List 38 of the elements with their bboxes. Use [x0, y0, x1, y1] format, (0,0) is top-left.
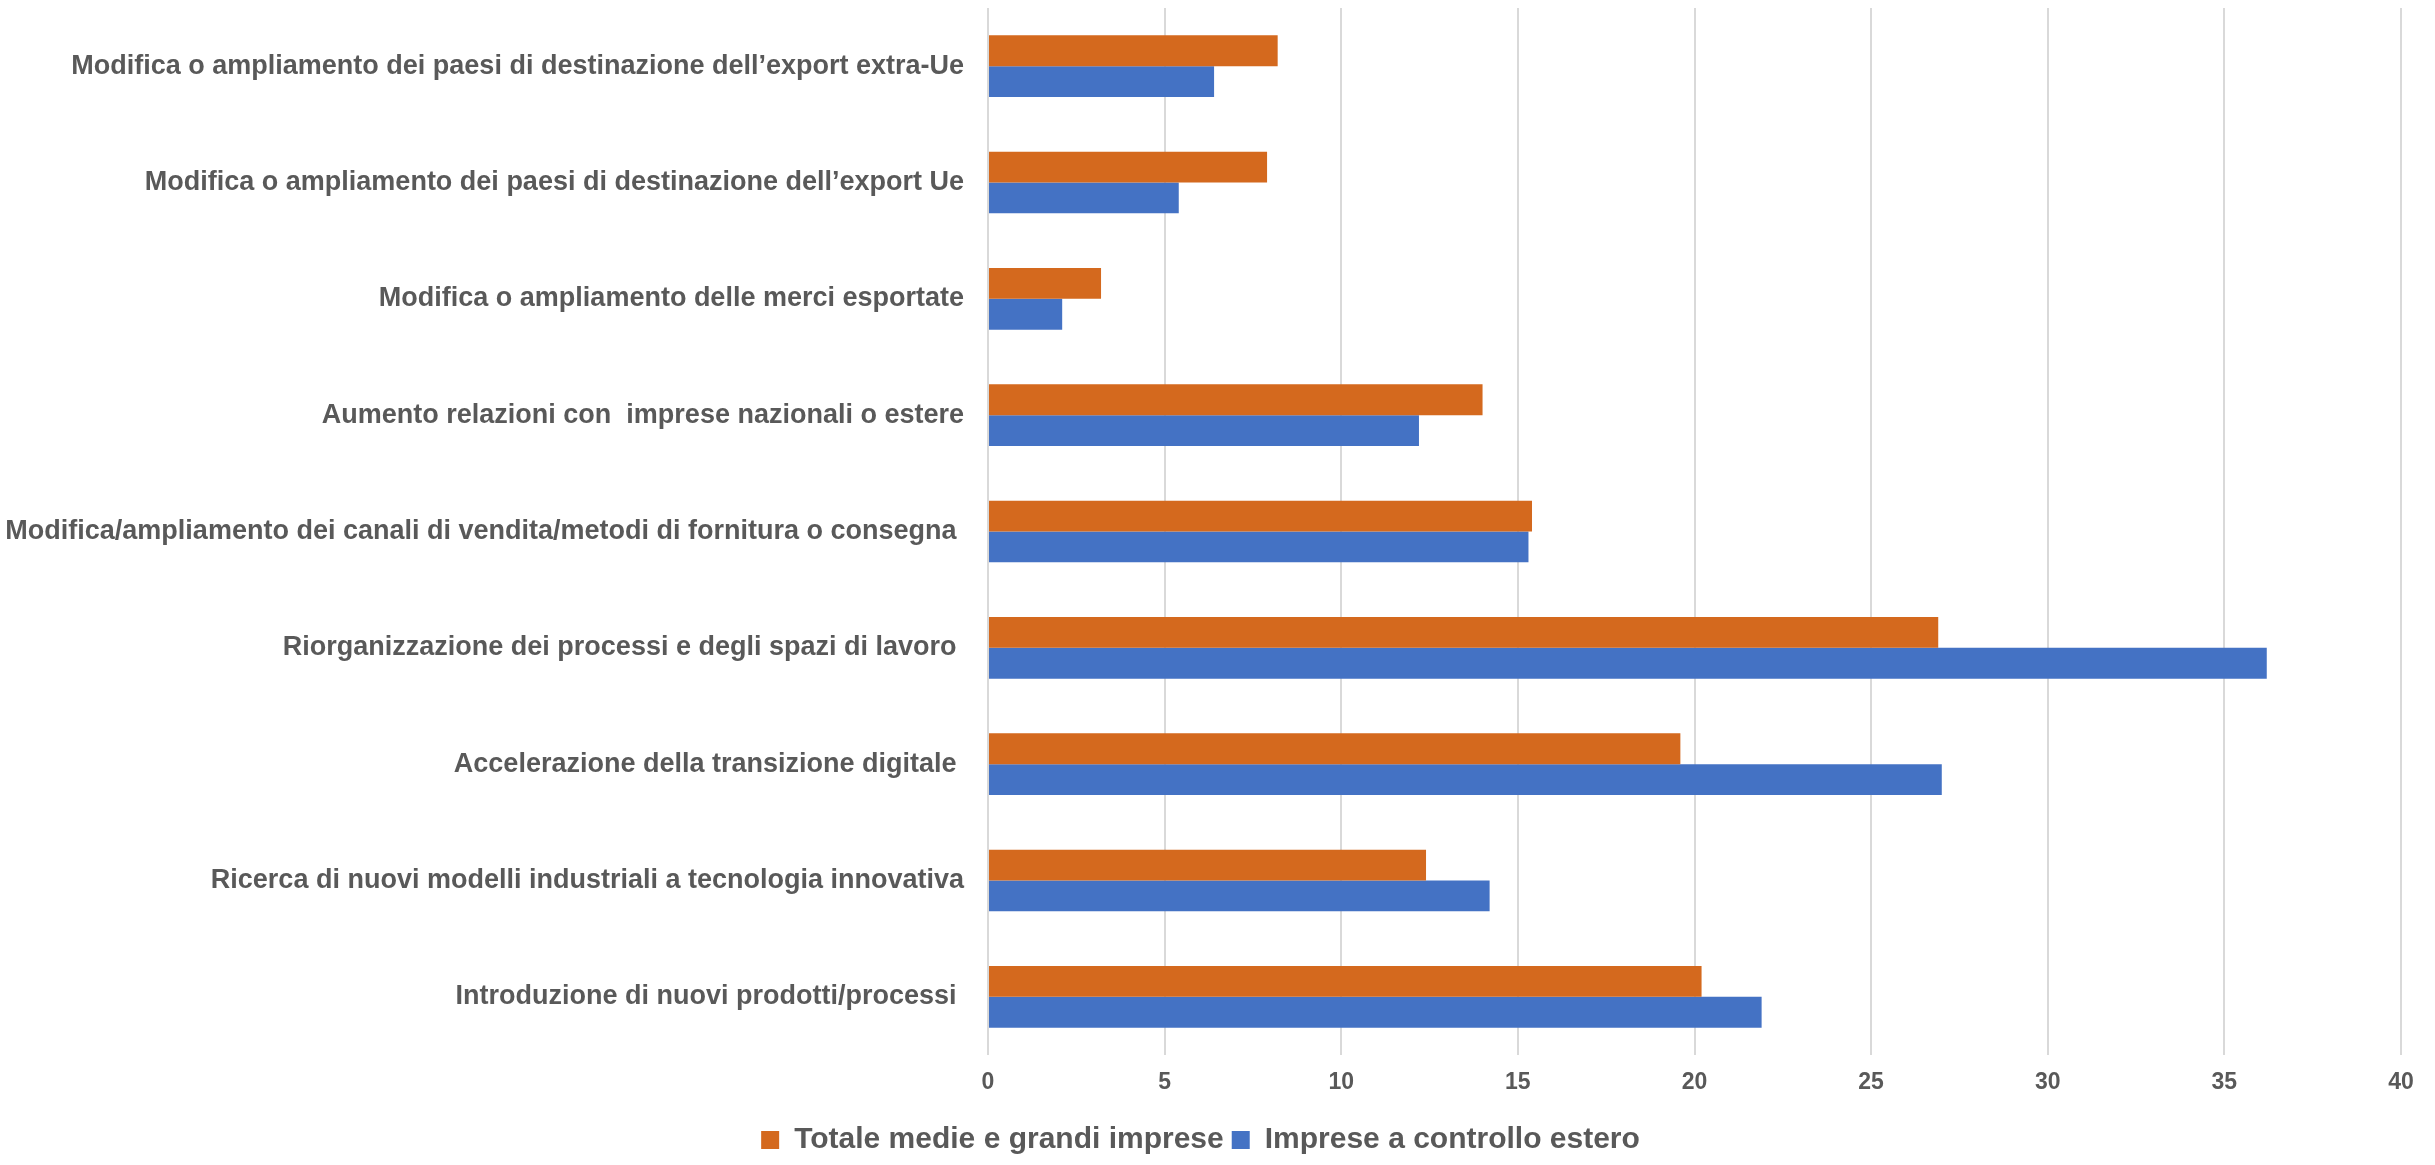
x-tick-label: 20 [1681, 1068, 1708, 1095]
y-tick-label: Modifica o ampliamento delle merci esportate [378, 282, 964, 313]
y-tick-label: Riorganizzazione dei processi e degli spazi di lavoro [282, 631, 964, 662]
x-tick-label: 5 [1158, 1068, 1172, 1095]
bar [989, 617, 1939, 648]
x-tick-label: 40 [2388, 1068, 2414, 1095]
y-tick-label: Modifica o ampliamento dei paesi di destinazione dell’export Ue [144, 165, 964, 196]
bar [989, 35, 1278, 67]
y-tick-label: Aumento relazioni con imprese nazionali o estere [321, 398, 964, 429]
x-tick-label: 15 [1505, 1068, 1531, 1095]
bar [989, 66, 1215, 97]
bar [989, 298, 1063, 330]
bar [989, 849, 1427, 881]
bar [989, 966, 1702, 997]
legend-label: Totale medie e grandi imprese [794, 1121, 1224, 1155]
x-tick-label: 10 [1328, 1068, 1355, 1095]
x-tick-label: 30 [2034, 1068, 2061, 1095]
bar [989, 500, 1533, 532]
bar [989, 531, 1529, 563]
x-tick-label: 0 [981, 1068, 995, 1095]
y-tick-label: Ricerca di nuovi modelli industriali a tecnologia innovativa [210, 863, 965, 894]
legend-label: Imprese a controllo estero [1264, 1121, 1640, 1155]
bar [989, 268, 1102, 299]
y-tick-label: Introduzione di nuovi prodotti/processi [455, 980, 964, 1011]
bar [989, 647, 2267, 679]
bar [989, 384, 1483, 416]
bar [989, 182, 1179, 214]
bar [989, 151, 1268, 183]
bar [989, 880, 1490, 912]
bar [989, 996, 1762, 1028]
x-tick-label: 25 [1858, 1068, 1885, 1095]
x-tick-label: 35 [2211, 1068, 2238, 1095]
y-tick-label: Modifica o ampliamento dei paesi di destinazione dell’export extra-Ue [71, 49, 964, 80]
bar [989, 764, 1942, 795]
y-tick-label: Accelerazione della transizione digitale [453, 747, 964, 778]
bar [989, 415, 1419, 446]
bar [989, 733, 1681, 765]
y-tick-label: Modifica/ampliamento dei canali di vendita/metodi di fornitura o consegna [5, 514, 964, 545]
